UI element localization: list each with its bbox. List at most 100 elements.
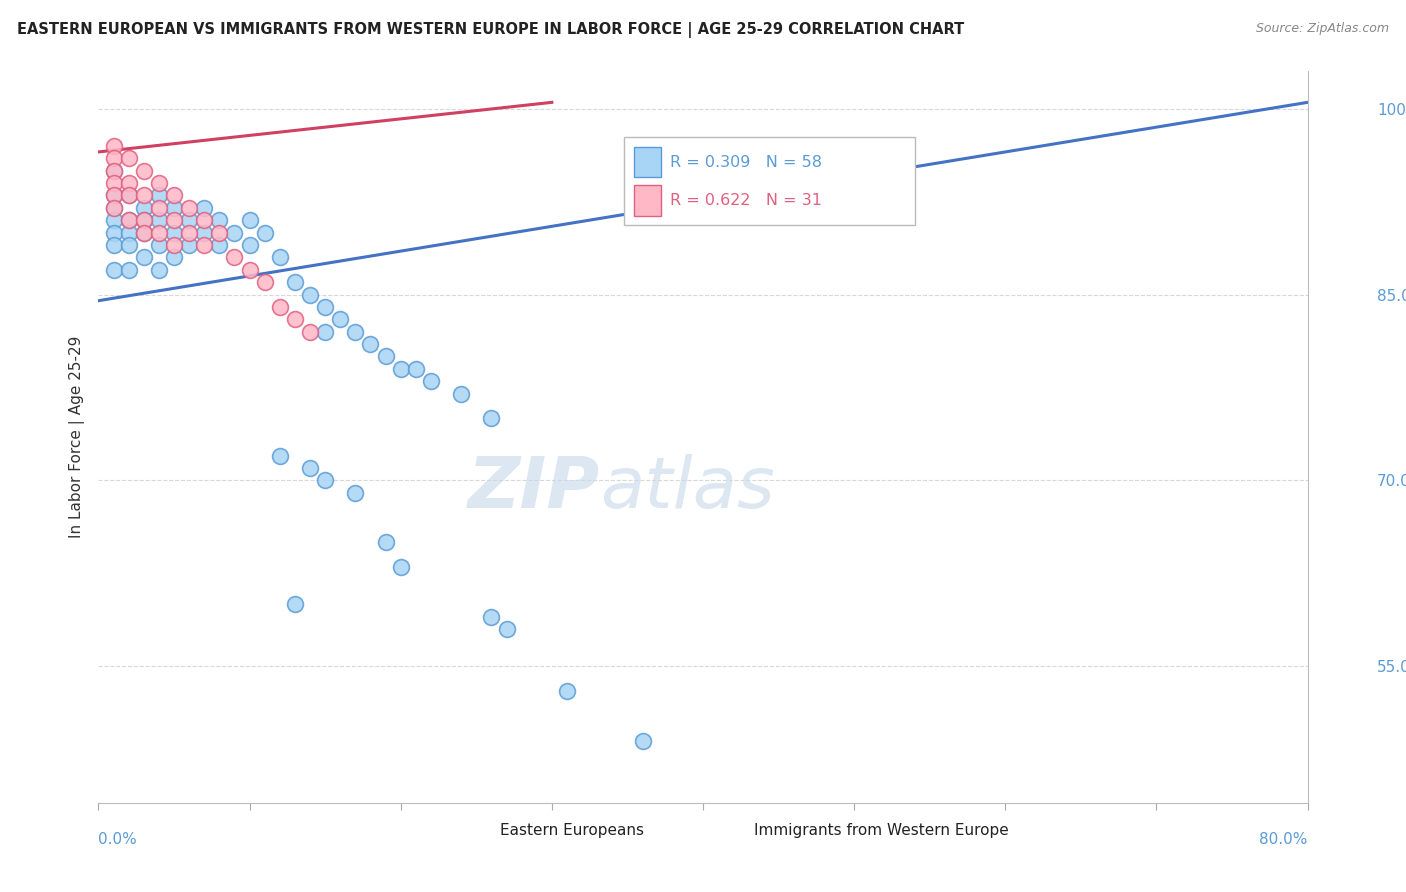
Point xyxy=(118,151,141,165)
Point xyxy=(132,226,155,240)
Point xyxy=(374,350,396,364)
Point xyxy=(208,226,231,240)
Point xyxy=(103,176,125,190)
Point xyxy=(269,449,291,463)
Point xyxy=(631,734,654,748)
Point xyxy=(148,226,170,240)
Point xyxy=(329,312,352,326)
Point xyxy=(103,163,125,178)
Point xyxy=(481,411,503,425)
Point xyxy=(163,213,186,227)
Text: 0.0%: 0.0% xyxy=(98,832,138,847)
FancyBboxPatch shape xyxy=(716,817,745,843)
Point xyxy=(148,213,170,227)
Point xyxy=(118,226,141,240)
Point xyxy=(360,337,382,351)
Point xyxy=(374,535,396,549)
Point xyxy=(179,201,201,215)
Point xyxy=(132,201,155,215)
Point xyxy=(118,176,141,190)
Point xyxy=(103,238,125,252)
Point xyxy=(179,226,201,240)
Text: EASTERN EUROPEAN VS IMMIGRANTS FROM WESTERN EUROPE IN LABOR FORCE | AGE 25-29 CO: EASTERN EUROPEAN VS IMMIGRANTS FROM WEST… xyxy=(17,22,965,38)
Point xyxy=(103,188,125,202)
Point xyxy=(239,262,262,277)
Text: R = 0.622   N = 31: R = 0.622 N = 31 xyxy=(671,193,823,208)
Point xyxy=(224,226,246,240)
Text: ZIP: ZIP xyxy=(468,454,600,523)
Point xyxy=(132,213,155,227)
FancyBboxPatch shape xyxy=(634,186,661,216)
Point xyxy=(193,226,215,240)
Point xyxy=(148,188,170,202)
Text: Immigrants from Western Europe: Immigrants from Western Europe xyxy=(754,822,1008,838)
Point xyxy=(193,238,215,252)
Text: R = 0.309   N = 58: R = 0.309 N = 58 xyxy=(671,154,823,169)
Point xyxy=(103,151,125,165)
Point xyxy=(420,374,443,388)
FancyBboxPatch shape xyxy=(634,146,661,178)
Y-axis label: In Labor Force | Age 25-29: In Labor Force | Age 25-29 xyxy=(69,336,84,538)
Point xyxy=(314,300,336,314)
Point xyxy=(450,386,472,401)
Point xyxy=(284,312,307,326)
Point xyxy=(118,238,141,252)
Text: Source: ZipAtlas.com: Source: ZipAtlas.com xyxy=(1256,22,1389,36)
Point xyxy=(148,238,170,252)
Point xyxy=(284,275,307,289)
Point xyxy=(163,238,186,252)
Point xyxy=(269,250,291,264)
FancyBboxPatch shape xyxy=(624,137,915,225)
Point xyxy=(481,610,503,624)
Point xyxy=(253,226,276,240)
Point xyxy=(239,213,262,227)
Point xyxy=(284,598,307,612)
Point xyxy=(193,201,215,215)
Point xyxy=(193,213,215,227)
Point xyxy=(299,287,322,301)
Point xyxy=(118,262,141,277)
Point xyxy=(495,622,517,636)
Point xyxy=(118,213,141,227)
Point xyxy=(132,250,155,264)
Point xyxy=(118,188,141,202)
Point xyxy=(314,325,336,339)
Text: 80.0%: 80.0% xyxy=(1260,832,1308,847)
Point xyxy=(269,300,291,314)
Point xyxy=(163,226,186,240)
Point xyxy=(103,201,125,215)
Point xyxy=(344,325,367,339)
Point xyxy=(389,362,412,376)
Point xyxy=(253,275,276,289)
Point xyxy=(103,213,125,227)
Point xyxy=(163,250,186,264)
Point xyxy=(103,138,125,153)
Point xyxy=(179,213,201,227)
Point xyxy=(103,201,125,215)
Point xyxy=(555,684,578,698)
Point xyxy=(344,486,367,500)
Point xyxy=(299,325,322,339)
Point xyxy=(103,226,125,240)
Point xyxy=(163,188,186,202)
Point xyxy=(103,188,125,202)
Point xyxy=(132,188,155,202)
Point xyxy=(148,262,170,277)
Point xyxy=(132,213,155,227)
Point xyxy=(389,560,412,574)
Point xyxy=(103,262,125,277)
Point xyxy=(132,163,155,178)
Point xyxy=(299,461,322,475)
Point xyxy=(132,226,155,240)
Point xyxy=(118,188,141,202)
Point xyxy=(179,238,201,252)
Point xyxy=(224,250,246,264)
Point xyxy=(208,238,231,252)
Point xyxy=(208,213,231,227)
Text: Eastern Europeans: Eastern Europeans xyxy=(501,822,644,838)
Point xyxy=(103,163,125,178)
Point xyxy=(118,213,141,227)
Point xyxy=(148,201,170,215)
FancyBboxPatch shape xyxy=(461,817,492,843)
Point xyxy=(163,201,186,215)
